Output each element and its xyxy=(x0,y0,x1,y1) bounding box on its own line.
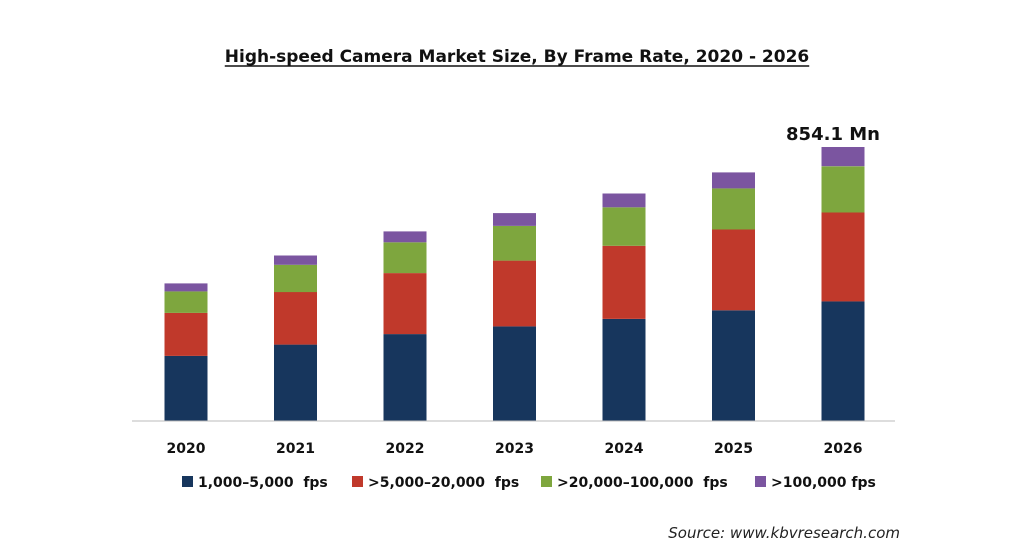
bar-2023-series-3 xyxy=(493,213,536,226)
bar-2025-series-1 xyxy=(712,229,755,311)
bar-2026-series-3 xyxy=(821,147,865,167)
bar-2025-series-0 xyxy=(712,310,755,421)
legend-label-2: >20,000–100,000 fps xyxy=(557,475,728,491)
bar-2024-series-3 xyxy=(602,193,646,208)
x-tick-label: 2024 xyxy=(605,441,644,457)
x-ticks: 2020 2021 2022 2023 2024 2025 2026 xyxy=(167,441,863,457)
chart-title: High-speed Camera Market Size, By Frame … xyxy=(225,47,809,67)
bar-2020-series-1 xyxy=(164,312,208,356)
bar-2021-series-2 xyxy=(274,264,317,293)
bar-2026-series-0 xyxy=(821,301,865,421)
x-tick-label: 2025 xyxy=(714,441,753,457)
bar-2021-series-0 xyxy=(274,344,317,421)
bar-2023-series-2 xyxy=(493,226,536,261)
source-text: Source: www.kbvresearch.com xyxy=(668,524,900,542)
x-tick-label: 2022 xyxy=(386,441,425,457)
bar-2020-series-2 xyxy=(164,291,208,313)
x-tick-label: 2021 xyxy=(276,441,315,457)
bar-2024-series-2 xyxy=(602,207,646,246)
legend-label-3: >100,000 fps xyxy=(771,475,876,491)
legend-swatch-3 xyxy=(755,476,766,487)
legend-swatch-0 xyxy=(182,476,193,487)
legend-label-1: >5,000–20,000 fps xyxy=(368,475,519,491)
bar-2022-series-3 xyxy=(383,231,427,243)
bar-2026-series-1 xyxy=(821,212,865,302)
bar-2023-series-0 xyxy=(493,326,536,421)
x-tick-label: 2026 xyxy=(824,441,863,457)
bar-2021-series-1 xyxy=(274,292,317,345)
x-tick-label: 2023 xyxy=(495,441,534,457)
bar-2022-series-2 xyxy=(383,242,427,274)
bar-2020-series-0 xyxy=(164,355,208,421)
bar-2021-series-3 xyxy=(274,255,317,265)
total-annotation: 854.1 Mn xyxy=(786,124,880,145)
bar-2022-series-1 xyxy=(383,273,427,335)
bar-2020-series-3 xyxy=(164,283,208,292)
bar-2023-series-1 xyxy=(493,260,536,327)
bar-2024-series-1 xyxy=(602,245,646,319)
bar-2024-series-0 xyxy=(602,319,646,421)
bar-2022-series-0 xyxy=(383,334,427,421)
bars xyxy=(164,147,865,421)
bar-2025-series-3 xyxy=(712,172,755,189)
legend-swatch-2 xyxy=(541,476,552,487)
bar-2026-series-2 xyxy=(821,166,865,213)
bar-2025-series-2 xyxy=(712,188,755,230)
x-tick-label: 2020 xyxy=(167,441,206,457)
legend-label-0: 1,000–5,000 fps xyxy=(198,475,328,491)
legend-swatch-1 xyxy=(352,476,363,487)
legend: 1,000–5,000 fps >5,000–20,000 fps >20,000–… xyxy=(182,475,876,491)
annotations: 854.1 Mn xyxy=(786,124,880,145)
